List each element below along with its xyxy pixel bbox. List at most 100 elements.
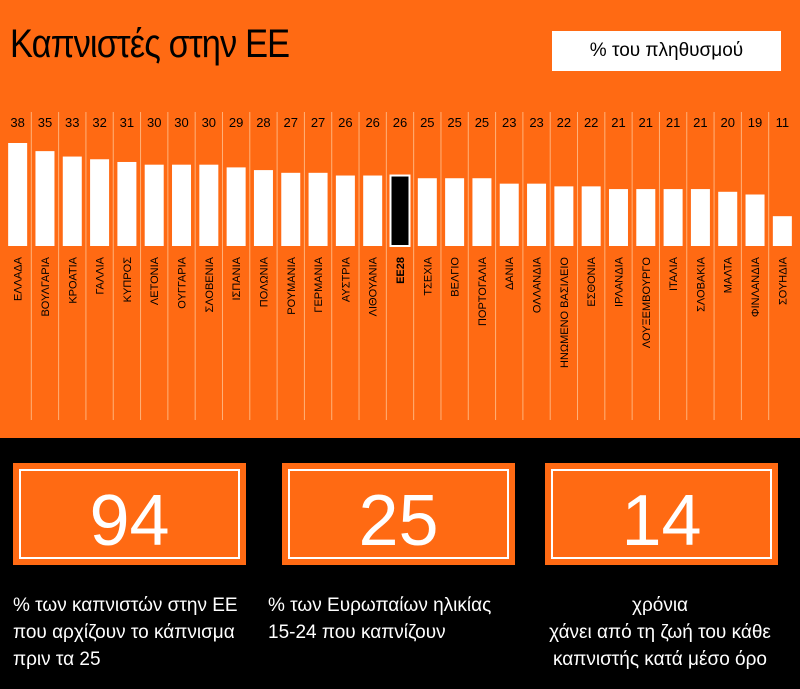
bar-value-label: 35	[38, 115, 52, 130]
bar-value-label: 25	[447, 115, 461, 130]
bar-value-label: 21	[639, 115, 653, 130]
category-label: ΦΙΝΛΑΝΔΙΑ	[750, 256, 762, 317]
bar	[199, 164, 219, 246]
category-label: ΙΣΠΑΝΙΑ	[231, 256, 243, 300]
category-label: ΒΕΛΓΙΟ	[450, 257, 462, 297]
bar	[308, 172, 328, 246]
bar	[62, 156, 82, 246]
category-label: ΗΝΩΜΕΝΟ ΒΑΣΙΛΕΙΟ	[559, 257, 571, 368]
category-label: ΠΟΡΤΟΓΑΛΙΑ	[477, 256, 489, 326]
unit-label-box: % του πληθυσμού	[552, 31, 781, 71]
stat-caption-1: % των καπνιστών στην ΕΕ που αρχίζουν το …	[13, 595, 238, 670]
category-label: ΣΛΟΒΕΝΙΑ	[204, 256, 216, 312]
bar-value-label: 30	[147, 115, 161, 130]
bar-value-label: 27	[284, 115, 298, 130]
bar	[335, 175, 355, 246]
category-label: ΛΟΥΞΕΜΒΟΥΡΓΟ	[641, 257, 653, 349]
bar	[472, 178, 492, 246]
bar-value-label: 20	[720, 115, 734, 130]
bar-value-label: 29	[229, 115, 243, 130]
bar	[745, 194, 765, 246]
stat-caption-2: % των Ευρωπαίων ηλικίας 15-24 που καπνίζ…	[268, 595, 492, 643]
category-label: ΒΟΥΛΓΑΡΙΑ	[40, 256, 52, 316]
category-label: ΤΣΕΧΙΑ	[422, 256, 434, 295]
category-label: ΚΡΟΑΤΙΑ	[67, 256, 79, 303]
bar	[445, 178, 465, 246]
bar	[417, 178, 437, 246]
category-label: ΚΥΠΡΟΣ	[122, 257, 134, 303]
bar-value-label: 25	[420, 115, 434, 130]
bar-value-label: 30	[174, 115, 188, 130]
bar-value-label: 32	[92, 115, 106, 130]
stat-box-3: 14	[545, 463, 778, 565]
category-label: ΓΕΡΜΑΝΙΑ	[313, 256, 325, 312]
bar	[527, 183, 547, 246]
stat-box-1: 94	[13, 463, 246, 565]
bar	[608, 189, 628, 246]
bar-value-label: 26	[338, 115, 352, 130]
bar-value-label: 30	[202, 115, 216, 130]
bar	[636, 189, 656, 246]
bar-value-label: 21	[611, 115, 625, 130]
stat-number-1: 94	[89, 481, 170, 561]
category-label: ΕΕ28	[395, 257, 407, 284]
bar	[554, 186, 574, 246]
bar	[499, 183, 519, 246]
category-label: ΑΥΣΤΡΙΑ	[340, 256, 352, 302]
bar-value-label: 31	[120, 115, 134, 130]
bar	[281, 172, 301, 246]
category-label: ΜΑΛΤΑ	[723, 256, 735, 293]
category-label: ΕΛΛΑΔΑ	[13, 256, 25, 301]
bar	[117, 161, 137, 246]
bar	[663, 189, 683, 246]
category-label: ΛΕΤΟΝΙΑ	[149, 256, 161, 305]
bar-chart: 38 ΕΛΛΑΔΑ 35 ΒΟΥΛΓΑΡΙΑ 33 ΚΡΟΑΤΙΑ 32 ΓΑΛΛΙΑ 31 ΚΥ…	[8, 112, 792, 420]
bar-value-label: 28	[256, 115, 270, 130]
bar	[172, 164, 192, 246]
bar	[226, 167, 246, 246]
bar-value-label: 19	[748, 115, 762, 130]
bar	[35, 151, 55, 246]
bar-value-label: 38	[10, 115, 24, 130]
bar-value-label: 27	[311, 115, 325, 130]
category-label: ΣΟΥΗΔΙΑ	[777, 256, 789, 305]
stat-number-3: 14	[621, 481, 702, 561]
category-label: ΔΑΝΙΑ	[504, 256, 516, 290]
bar-value-label: 26	[365, 115, 379, 130]
category-label: ΣΛΟΒΑΚΙΑ	[695, 256, 707, 312]
category-label: ΟΛΛΑΝΔΙΑ	[532, 256, 544, 313]
category-label: ΙΤΑΛΙΑ	[668, 256, 680, 291]
bar-value-label: 21	[666, 115, 680, 130]
category-label: ΠΟΛΩΝΙΑ	[258, 256, 270, 307]
bar	[144, 164, 164, 246]
category-label: ΟΥΓΓΑΡΙΑ	[177, 256, 189, 308]
stat-number-2: 25	[358, 481, 439, 561]
bar	[772, 216, 792, 246]
bar-value-label: 23	[502, 115, 516, 130]
bar-value-label: 22	[584, 115, 598, 130]
category-label: ΕΣΘΟΝΙΑ	[586, 256, 598, 306]
stat-box-2: 25	[282, 463, 515, 565]
category-label: ΛΙΘΟΥΑΝΙΑ	[368, 256, 380, 316]
bar-value-label: 26	[393, 115, 407, 130]
bar	[718, 191, 738, 246]
bar	[690, 189, 710, 246]
bar-value-label: 23	[529, 115, 543, 130]
category-label: ΙΡΛΑΝΔΙΑ	[613, 256, 625, 307]
bar-value-label: 25	[475, 115, 489, 130]
category-label: ΡΟΥΜΑΝΙΑ	[286, 256, 298, 314]
category-label: ΓΑΛΛΙΑ	[95, 256, 107, 294]
page-title: Καπνιστές στην ΕΕ	[10, 22, 290, 66]
unit-label: % του πληθυσμού	[589, 40, 744, 61]
bar-value-label: 22	[557, 115, 571, 130]
bar	[389, 174, 411, 248]
bar	[8, 143, 28, 246]
bar	[363, 175, 383, 246]
bar	[253, 170, 273, 246]
bar-value-label: 11	[776, 115, 790, 130]
bar-value-label: 33	[65, 115, 79, 130]
bar	[581, 186, 601, 246]
bar	[90, 159, 110, 246]
bar-value-label: 21	[693, 115, 707, 130]
stat-caption-3: χρόνια χάνει από τη ζωή του κάθε καπνιστ…	[549, 595, 771, 670]
